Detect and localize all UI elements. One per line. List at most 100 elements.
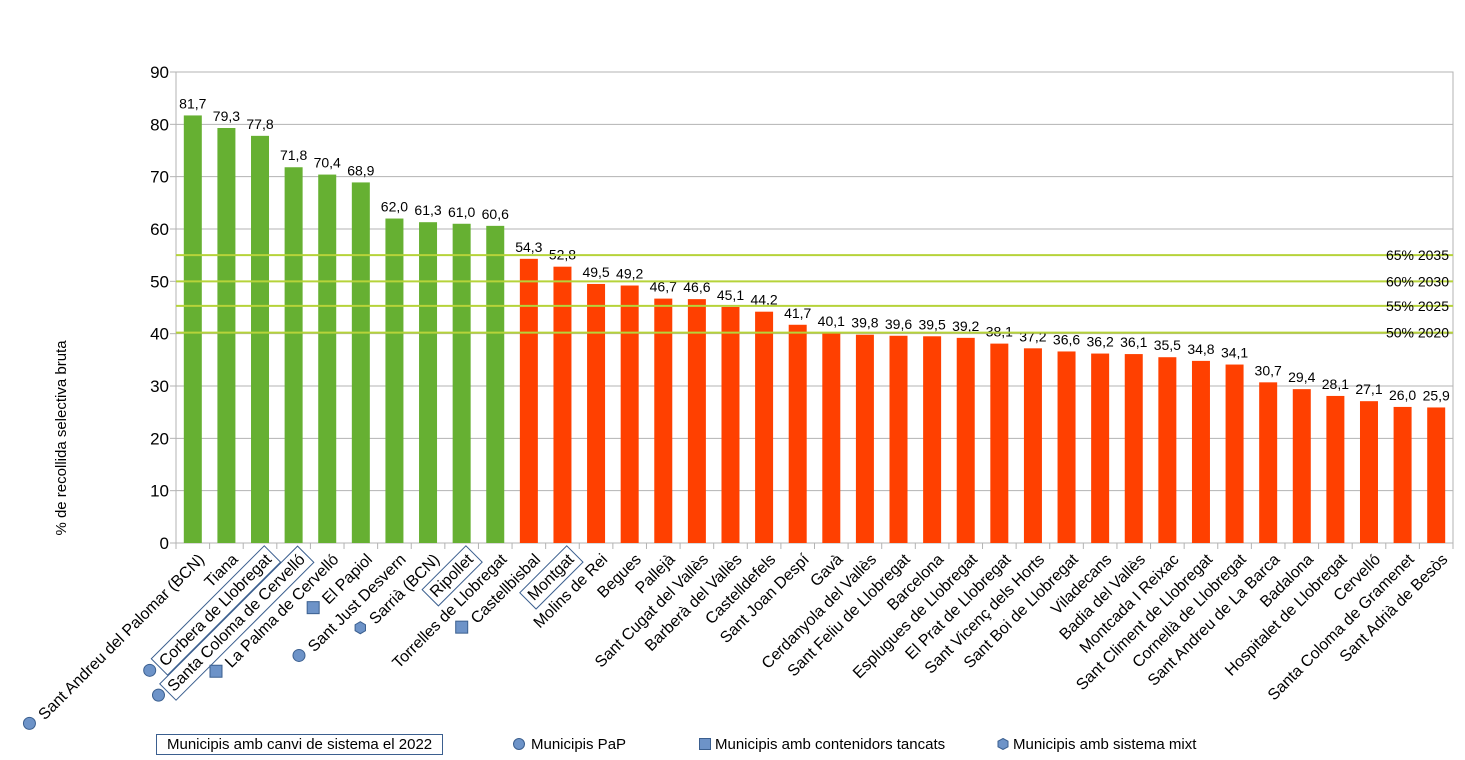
y-axis: 0 10 20 30 40 50 60 70 80 90 bbox=[150, 63, 1454, 553]
bar bbox=[654, 298, 673, 543]
bar bbox=[1091, 353, 1110, 543]
bar bbox=[1225, 364, 1244, 543]
bar bbox=[452, 223, 471, 543]
y-axis-label: % de recollida selectiva bruta bbox=[53, 340, 70, 536]
bar bbox=[519, 258, 538, 543]
bar bbox=[183, 115, 202, 543]
data-label: 41,7 bbox=[784, 305, 811, 321]
circle-marker bbox=[22, 716, 36, 730]
bar bbox=[419, 222, 438, 544]
data-label: 60,6 bbox=[482, 206, 509, 222]
bar bbox=[1057, 351, 1076, 543]
legend-item-pap: Municipis PaP bbox=[513, 733, 626, 755]
bar bbox=[1259, 382, 1278, 543]
legend: Municipis amb canvi de sistema el 2022 M… bbox=[0, 733, 1465, 760]
square-marker-icon bbox=[699, 738, 711, 750]
data-label: 25,9 bbox=[1423, 387, 1450, 403]
data-label: 29,4 bbox=[1288, 369, 1315, 385]
data-label: 34,8 bbox=[1187, 341, 1214, 357]
bar bbox=[486, 225, 505, 544]
y-tick-label: 60 bbox=[150, 220, 169, 239]
circle-marker bbox=[143, 663, 157, 677]
data-label: 36,6 bbox=[1053, 331, 1080, 347]
bars bbox=[183, 115, 1446, 544]
y-tick-label: 50 bbox=[150, 272, 169, 291]
category-markers bbox=[22, 601, 469, 730]
circle-marker bbox=[292, 648, 306, 662]
bar bbox=[1292, 389, 1311, 543]
bar bbox=[351, 182, 370, 543]
bar bbox=[990, 343, 1009, 543]
bar bbox=[889, 335, 908, 543]
bar bbox=[385, 218, 404, 544]
y-tick-label: 30 bbox=[150, 377, 169, 396]
reference-line-label: 60% 2030 bbox=[1386, 273, 1449, 289]
legend-item-closed-containers: Municipis amb contenidors tancats bbox=[699, 733, 945, 755]
y-tick-label: 40 bbox=[150, 325, 169, 344]
system-change-box bbox=[159, 545, 315, 701]
bar bbox=[855, 334, 874, 543]
bar bbox=[822, 333, 841, 543]
reference-line-label: 65% 2035 bbox=[1386, 247, 1449, 263]
data-label: 37,2 bbox=[1019, 328, 1046, 344]
hexagon-marker-icon bbox=[997, 738, 1009, 750]
bar bbox=[1124, 354, 1143, 543]
system-change-box bbox=[421, 545, 483, 607]
data-label: 44,2 bbox=[750, 292, 777, 308]
bar bbox=[1359, 401, 1378, 543]
y-tick-label: 70 bbox=[150, 168, 169, 187]
circle-marker bbox=[151, 688, 165, 702]
square-marker bbox=[306, 601, 320, 615]
data-label: 35,5 bbox=[1154, 337, 1181, 353]
square-marker bbox=[209, 664, 223, 678]
data-label: 46,6 bbox=[683, 279, 710, 295]
bar bbox=[620, 285, 639, 543]
data-label: 39,6 bbox=[885, 316, 912, 332]
legend-item-system-change: Municipis amb canvi de sistema el 2022 bbox=[156, 733, 444, 755]
reference-line-label: 50% 2020 bbox=[1386, 325, 1449, 341]
x-axis-labels: Sant Andreu del Palomar (BCN)TianaCorber… bbox=[36, 545, 1451, 724]
bar bbox=[553, 266, 572, 543]
data-label: 36,2 bbox=[1087, 334, 1114, 350]
data-label: 70,4 bbox=[314, 155, 341, 171]
data-label: 34,1 bbox=[1221, 345, 1248, 361]
circle-marker-icon bbox=[513, 738, 525, 750]
y-tick-label: 80 bbox=[150, 115, 169, 134]
bar bbox=[1191, 360, 1210, 543]
system-change-box bbox=[150, 545, 282, 676]
data-label: 68,9 bbox=[347, 162, 374, 178]
hexagon-marker bbox=[354, 621, 366, 635]
data-label: 39,8 bbox=[851, 315, 878, 331]
data-label: 39,5 bbox=[918, 316, 945, 332]
data-label: 49,5 bbox=[582, 264, 609, 280]
data-label: 49,2 bbox=[616, 266, 643, 282]
value-labels: 81,7 79,3 77,8 71,8 70,4 68,9 62,0 61,3 61,0 60,6… bbox=[179, 95, 1450, 403]
bar bbox=[217, 127, 236, 543]
bar bbox=[1427, 407, 1446, 543]
data-label: 62,0 bbox=[381, 199, 408, 215]
bar bbox=[687, 299, 706, 543]
data-label: 45,1 bbox=[717, 287, 744, 303]
bar bbox=[284, 167, 303, 543]
data-label: 39,2 bbox=[952, 318, 979, 334]
bar bbox=[755, 311, 774, 543]
data-label: 71,8 bbox=[280, 147, 307, 163]
y-tick-label: 90 bbox=[150, 63, 169, 82]
legend-label-pap: Municipis PaP bbox=[531, 735, 627, 753]
data-label: 81,7 bbox=[179, 95, 206, 111]
legend-item-mixed-system: Municipis amb sistema mixt bbox=[997, 733, 1196, 755]
data-label: 54,3 bbox=[515, 239, 542, 255]
data-label: 26,0 bbox=[1389, 387, 1416, 403]
bar bbox=[1326, 395, 1345, 543]
bar bbox=[318, 174, 337, 543]
data-label: 30,7 bbox=[1255, 362, 1282, 378]
data-label: 36,1 bbox=[1120, 334, 1147, 350]
data-label: 77,8 bbox=[246, 116, 273, 132]
data-label: 61,3 bbox=[414, 202, 441, 218]
data-label: 46,7 bbox=[650, 279, 677, 295]
bar-chart: 0 10 20 30 40 50 60 70 80 90 % de recollida selec… bbox=[22, 63, 1454, 730]
square-marker bbox=[455, 620, 469, 634]
bar bbox=[1023, 348, 1042, 543]
y-tick-label: 20 bbox=[150, 429, 169, 448]
bar bbox=[721, 306, 740, 543]
